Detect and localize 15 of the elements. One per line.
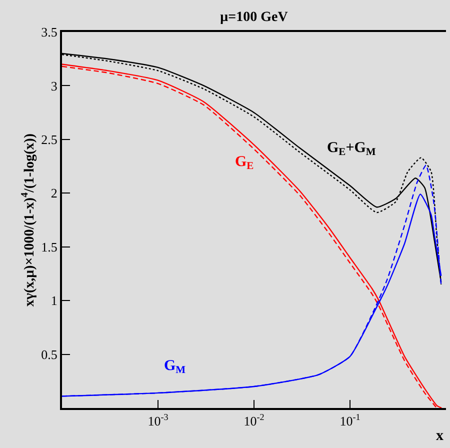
y-tick-label: 1 [50,293,58,308]
y-tick-label: 2 [50,186,58,201]
series-label: G$_{E}$ [235,154,254,172]
x-tick-label: 10$^{-2}$ [244,412,265,429]
y-tick-label: 3.5 [41,24,58,40]
chart-title: μ=100 GeV [220,10,288,25]
y-tick-label: 0.5 [41,346,58,362]
y-tick-label: 1.5 [41,239,58,254]
x-tick-label: 10$^{-3}$ [148,412,169,429]
y-tick-label: 3 [50,78,58,94]
y-tick-label: 2.5 [41,132,58,147]
series-label: G$_{M}$ [164,358,186,376]
x-tick-label: 10$^{-1}$ [340,412,360,429]
x-axis-title: x [436,428,444,444]
series-label: G$_{E}$+G$_{M}$ [327,140,376,158]
